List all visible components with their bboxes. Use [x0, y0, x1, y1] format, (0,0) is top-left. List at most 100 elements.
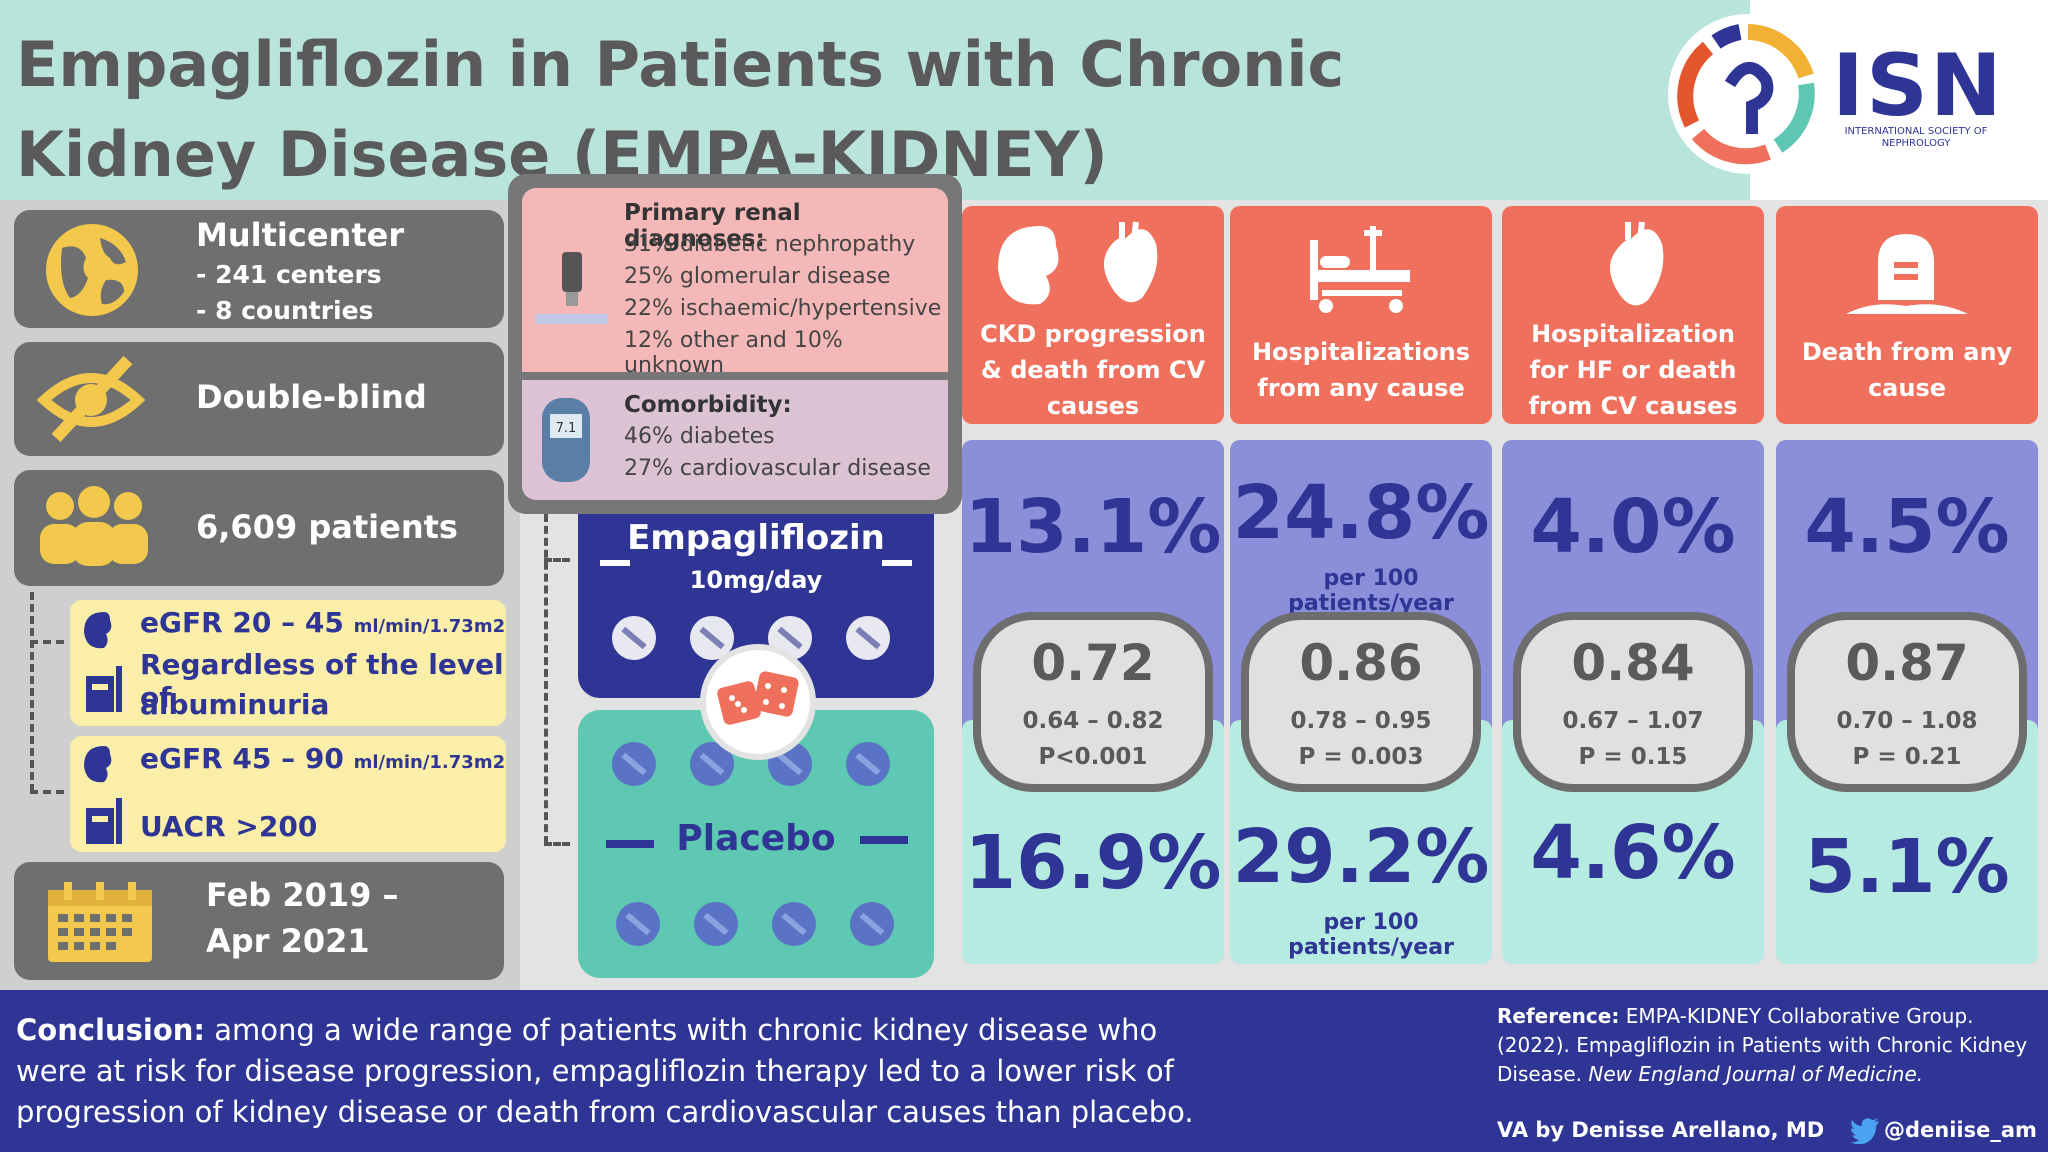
connector-line: [30, 790, 64, 794]
kidney-heart-icon: [998, 221, 1158, 305]
microscope-icon: [536, 252, 608, 324]
renal-diagnoses-panel: Primary renal diagnoses: 31% diabetic ne…: [522, 188, 948, 378]
diagnoses-title: Primary renal diagnoses:: [624, 200, 801, 252]
reference: Reference: EMPA-KIDNEY Collaborative Gro…: [1497, 1004, 2028, 1086]
multicenter-label: Multicenter: [196, 216, 405, 254]
outcome-header: Hospitalizations from any cause: [1230, 206, 1492, 424]
empa-event-rate: 4.0%: [1530, 484, 1736, 570]
rate-unit-note: per 100 patients/year: [1288, 566, 1454, 616]
conclusion: Conclusion: among a wide range of patien…: [16, 1013, 1194, 1129]
outcome-header: Hospitalization for HF or death from CV …: [1502, 206, 1764, 424]
patients-card: 6,609 patients: [14, 470, 504, 586]
arm-connector: [544, 842, 570, 846]
egfr-range-1: eGFR 20 – 45 ml/min/1.73m2: [140, 606, 506, 639]
author-credit: VA by Denisse Arellano, MD: [1497, 1118, 1825, 1142]
logo-subtitle: INTERNATIONAL SOCIETY OF NEPHROLOGY: [1844, 126, 1988, 149]
empa-event-rate: 24.8%: [1232, 470, 1490, 556]
period-end: Apr 2021: [206, 922, 370, 960]
arm-connector: [544, 558, 570, 562]
eligibility-group-2: eGFR 45 – 90 ml/min/1.73m2 UACR >200: [70, 736, 506, 852]
isn-logo-icon: [1677, 24, 1815, 165]
heart-icon: [1610, 221, 1664, 306]
double-blind-label: Double-blind: [196, 378, 427, 416]
placebo-event-rate: 5.1%: [1804, 824, 2010, 910]
hr-value: 0.86: [1299, 634, 1423, 692]
hr-ci: 0.67 – 1.07: [1562, 708, 1704, 734]
empagliflozin-label: Empagliflozin: [627, 518, 885, 558]
empa-event-rate: 4.5%: [1804, 484, 2010, 570]
multicenter-card: Multicenter - 241 centers - 8 countries: [14, 210, 504, 328]
placebo-label: Placebo: [676, 818, 836, 859]
patients-count: 6,609 patients: [196, 508, 458, 546]
empa-event-rate: 13.1%: [964, 484, 1222, 570]
outcome-title: CKD progression & death from CV causes: [980, 320, 1206, 420]
diagnosis-item: 22% ischaemic/hypertensive: [624, 296, 942, 321]
footer: [0, 990, 2048, 1152]
p-value: P<0.001: [1038, 744, 1148, 770]
connector-line: [30, 640, 64, 644]
pill-icon: [616, 902, 660, 946]
eligibility-group-1: eGFR 20 – 45 ml/min/1.73m2 Regardless of…: [70, 600, 506, 726]
hazard-ratio: 0.86 0.78 – 0.95 P = 0.003: [1241, 612, 1481, 792]
calendar-icon: [48, 882, 152, 962]
diagnosis-item: 25% glomerular disease: [624, 264, 891, 289]
comorbidity-title: Comorbidity:: [624, 392, 792, 418]
uacr-threshold: UACR >200: [140, 810, 318, 843]
design-panel: [0, 200, 520, 990]
dash-mark: [882, 560, 912, 566]
placebo-arm: Placebo: [578, 710, 934, 978]
outcome-header: CKD progression & death from CV causes: [962, 206, 1224, 424]
glucometer-icon: 7.1: [542, 398, 590, 482]
countries-count: - 8 countries: [196, 296, 374, 325]
placebo-event-rate: 16.9%: [964, 820, 1222, 906]
outcome-title: Hospitalizations from any cause: [1251, 338, 1471, 402]
double-blind-card: Double-blind: [14, 342, 504, 456]
pill-icon: [772, 902, 816, 946]
placebo-event-rate: 4.6%: [1530, 810, 1736, 896]
urine-test-icon: [86, 798, 122, 844]
hazard-ratio: 0.72 0.64 – 0.82 P<0.001: [973, 612, 1213, 792]
outcome-title: Hospitalization for HF or death from CV …: [1528, 320, 1738, 420]
dash-mark: [600, 560, 630, 566]
dash-mark: [860, 836, 908, 844]
isn-logo: [1668, 14, 1828, 174]
comorbidity-panel: 7.1 Comorbidity: 46% diabetes 27% cardio…: [522, 380, 948, 500]
empagliflozin-dose: 10mg/day: [689, 566, 823, 594]
diagnosis-item: 31% diabetic nephropathy: [624, 232, 916, 257]
pill-icon: [612, 742, 656, 786]
p-value: P = 0.003: [1298, 744, 1424, 770]
diagnosis-item: 12% other and 10% unknown: [624, 328, 843, 378]
pill-icon: [846, 742, 890, 786]
baseline-characteristics: Primary renal diagnoses: 31% diabetic ne…: [508, 174, 962, 514]
hospital-bed-icon: [1310, 226, 1410, 313]
pill-icon: [846, 616, 890, 660]
twitter-icon: [1850, 1118, 1879, 1145]
study-period-card: Feb 2019 – Apr 2021: [14, 862, 504, 980]
period-start: Feb 2019 –: [206, 876, 399, 914]
outcome-title: Death from any cause: [1801, 338, 2013, 402]
kidney-icon: [84, 746, 112, 783]
hr-ci: 0.70 – 1.08: [1836, 708, 1978, 734]
centers-count: - 241 centers: [196, 260, 382, 289]
comorbidity-item: 46% diabetes: [624, 424, 775, 449]
hr-ci: 0.64 – 0.82: [1022, 708, 1164, 734]
people-icon: [40, 486, 148, 566]
p-value: P = 0.21: [1852, 744, 1962, 770]
kidney-icon: [84, 612, 112, 649]
rate-unit-note: per 100 patients/year: [1288, 910, 1454, 960]
placebo-event-rate: 29.2%: [1232, 814, 1490, 900]
hr-value: 0.72: [1031, 634, 1155, 692]
hazard-ratio: 0.87 0.70 – 1.08 P = 0.21: [1787, 612, 2027, 792]
p-value: P = 0.15: [1578, 744, 1688, 770]
globe-icon: [46, 224, 138, 316]
albuminuria-line-2: albuminuria: [140, 688, 330, 721]
outcome-header: Death from any cause: [1776, 206, 2038, 424]
egfr-range-2: eGFR 45 – 90 ml/min/1.73m2: [140, 742, 506, 775]
logo-name: ISN: [1832, 36, 2004, 136]
page-title: Empagliflozin in Patients with Chronic K…: [16, 28, 1345, 191]
twitter-handle[interactable]: @deniise_am: [1850, 1118, 2037, 1145]
dice-icon: [717, 671, 799, 725]
arm-connector: [544, 514, 548, 844]
urine-test-icon: [86, 666, 122, 712]
tombstone-icon: [1846, 234, 1968, 314]
